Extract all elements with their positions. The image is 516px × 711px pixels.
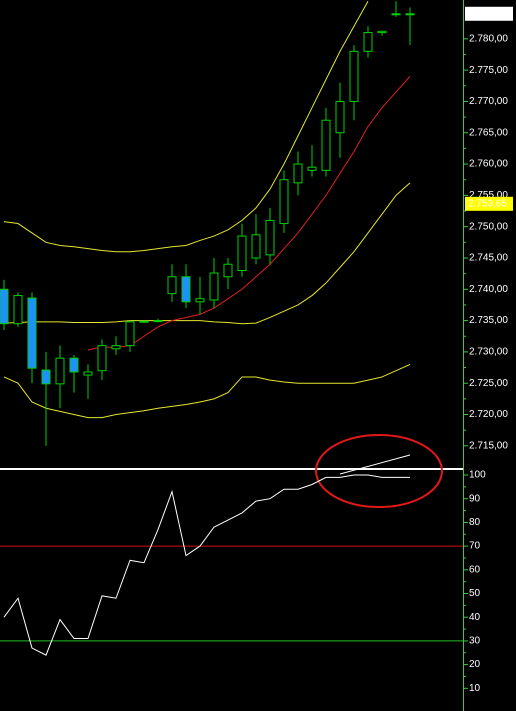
candle-body	[377, 30, 387, 34]
price-plot	[0, 1, 415, 446]
y-tick-label: 2.770,00	[469, 96, 508, 107]
candle-body	[181, 276, 191, 303]
band-line	[3, 1, 369, 253]
y-tick-label: 80	[469, 517, 481, 528]
candle-body	[363, 32, 373, 52]
candle-body	[405, 13, 415, 16]
y-tick-label: 70	[469, 541, 481, 552]
candle-body	[83, 371, 93, 376]
y-tick-label: 60	[469, 564, 481, 575]
y-tick-label: 2.730,00	[469, 347, 508, 358]
candle-body	[349, 50, 359, 102]
highlight-ellipse	[315, 434, 443, 508]
price-label-box	[465, 6, 513, 21]
candle-body	[13, 295, 23, 325]
y-tick-label: 20	[469, 659, 481, 670]
candle-body	[321, 119, 331, 171]
candle-body	[279, 179, 289, 225]
price-label: 2.753,65	[468, 198, 507, 209]
candle-body	[265, 219, 275, 256]
y-tick-label: 100	[469, 470, 486, 481]
candle-body	[335, 100, 345, 134]
y-tick-label: 2.765,00	[469, 127, 508, 138]
candle-body	[41, 369, 51, 385]
rsi-line	[3, 474, 410, 656]
price-label-box	[465, 196, 513, 211]
candle-body	[111, 345, 121, 350]
candle-body	[293, 163, 303, 184]
y-tick-label: 2.775,00	[469, 65, 508, 76]
y-tick-label: 50	[469, 588, 481, 599]
candle-body	[55, 357, 65, 385]
y-tick-label: 2.715,00	[469, 440, 508, 451]
candle-body	[209, 272, 219, 301]
band-line	[3, 363, 411, 419]
candle-body	[195, 298, 205, 303]
y-tick-label: 2.725,00	[469, 378, 508, 389]
candle-body	[237, 235, 247, 272]
y-tick-label: 40	[469, 612, 481, 623]
band-line	[3, 182, 411, 325]
y-tick-label: 10	[469, 683, 481, 694]
candle-body	[125, 321, 135, 347]
y-tick-label: 2.720,00	[469, 409, 508, 420]
candle-body	[27, 297, 37, 369]
price-label: 2.784,00	[468, 8, 507, 19]
y-tick-label: 2.760,00	[469, 159, 508, 170]
y-tick-label: 2.745,00	[469, 253, 508, 264]
candle-body	[251, 234, 261, 259]
candle-body	[223, 263, 233, 278]
candle-body	[391, 13, 401, 16]
y-tick-label: 2.735,00	[469, 315, 508, 326]
y-tick-label: 2.780,00	[469, 33, 508, 44]
band-line	[87, 76, 411, 351]
candle-body	[0, 288, 9, 325]
candle-body	[167, 276, 177, 295]
candle-body	[69, 357, 79, 373]
y-tick-label: 30	[469, 636, 481, 647]
y-tick-label: 2.755,00	[469, 190, 508, 201]
candle-body	[97, 345, 107, 372]
candle-body	[153, 320, 163, 323]
y-tick-label: 2.740,00	[469, 284, 508, 295]
y-tick-label: 90	[469, 493, 481, 504]
candle-body	[307, 166, 317, 171]
trend-line	[339, 454, 411, 475]
y-tick-label: 2.750,00	[469, 221, 508, 232]
candle-body	[139, 320, 149, 323]
